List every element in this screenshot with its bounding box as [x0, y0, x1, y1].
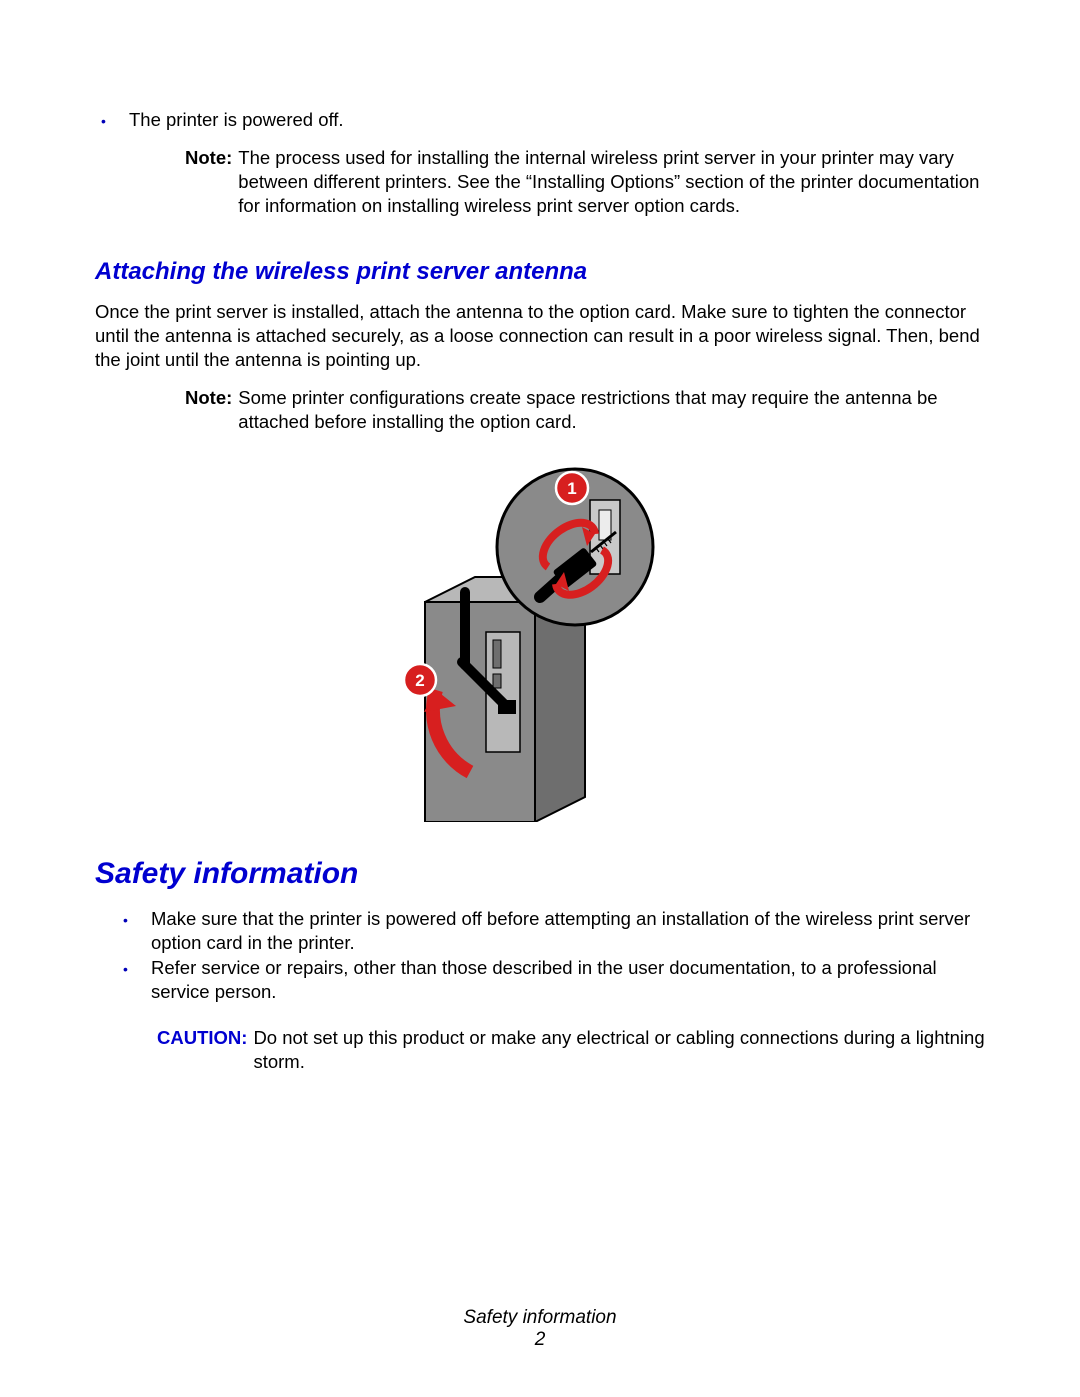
- note-block: Note: The process used for installing th…: [95, 146, 985, 218]
- note-text: Some printer configurations create space…: [238, 386, 985, 434]
- antenna-diagram-icon: 1 2: [390, 462, 690, 822]
- step2-label: 2: [415, 671, 424, 690]
- section-heading-safety: Safety information: [95, 857, 985, 891]
- footer-title: Safety information: [0, 1307, 1080, 1329]
- bullet-marker-icon: •: [95, 113, 129, 129]
- note-text: The process used for installing the inte…: [238, 146, 985, 218]
- list-item-text: Make sure that the printer is powered of…: [151, 907, 985, 954]
- list-item: • Make sure that the printer is powered …: [95, 907, 985, 954]
- safety-list: • Make sure that the printer is powered …: [95, 907, 985, 1004]
- note-label: Note:: [185, 387, 238, 409]
- caution-text: Do not set up this product or make any e…: [253, 1026, 985, 1074]
- step2-marker: 2: [404, 664, 436, 696]
- footer-page-number: 2: [0, 1329, 1080, 1351]
- page-body: • The printer is powered off. Note: The …: [0, 0, 1080, 1074]
- note-label: Note:: [185, 147, 238, 169]
- step1-label: 1: [567, 479, 576, 498]
- bullet-marker-icon: •: [123, 961, 151, 977]
- bullet-text: The printer is powered off.: [129, 108, 344, 132]
- list-item-text: Refer service or repairs, other than tho…: [151, 956, 985, 1003]
- note-block: Note: Some printer configurations create…: [95, 386, 985, 434]
- section-heading-attaching: Attaching the wireless print server ante…: [95, 258, 985, 286]
- caution-label: CAUTION:: [157, 1027, 253, 1049]
- list-item: • Refer service or repairs, other than t…: [95, 956, 985, 1003]
- page-footer: Safety information 2: [0, 1307, 1080, 1351]
- bullet-item: • The printer is powered off.: [95, 108, 985, 132]
- paragraph-attach: Once the print server is installed, atta…: [95, 300, 985, 372]
- caution-block: CAUTION: Do not set up this product or m…: [95, 1026, 985, 1074]
- bullet-marker-icon: •: [123, 912, 151, 928]
- figure-antenna-install: 1 2: [95, 462, 985, 827]
- step1-marker: 1: [556, 472, 588, 504]
